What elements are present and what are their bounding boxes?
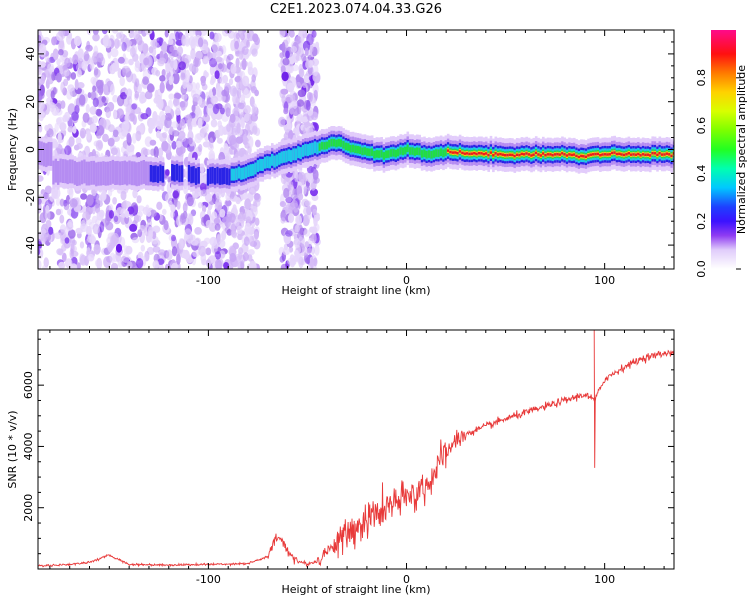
y-axis-label: Frequency (Hz) [6, 108, 19, 191]
spectrogram-panel: -100 0 100 -40 -20 0 20 40 Height of straight li… [6, 29, 675, 297]
y-tick-label: -20 [24, 188, 37, 206]
y-tick-label: 40 [24, 47, 37, 61]
y-tick-label: 6000 [22, 371, 35, 399]
x-axis-label: Height of straight line (km) [281, 284, 430, 297]
y-tick-label: 2000 [22, 494, 35, 522]
colorbar-label: Normalized spectral amplitude [735, 65, 748, 234]
snr-frame [37, 329, 675, 570]
x-tick-label: 100 [594, 274, 615, 287]
spectral-ridge [38, 126, 674, 194]
y-tick-label: 4000 [22, 432, 35, 460]
y-tick-label: 0 [24, 146, 37, 153]
snr-panel: -100 0 100 2000 4000 6000 Height of straight l… [6, 329, 675, 596]
snr-plot-area [38, 330, 674, 568]
spectrogram-plot-area [38, 30, 674, 269]
colorbar-tick-label: 0.2 [695, 212, 708, 230]
x-axis-label: Height of straight line (km) [281, 583, 430, 596]
colorbar: 0.0 0.2 0.4 0.6 0.8 Normalized spectral ampli… [695, 30, 748, 278]
x-tick-label: 0 [403, 274, 410, 287]
colorbar-tick-label: 0.0 [695, 260, 708, 278]
colorbar-tick-label: 0.8 [695, 69, 708, 87]
y-axis-label: SNR (10 * v/v) [6, 410, 19, 488]
figure-title: C2E1.2023.074.04.33.G26 [270, 2, 442, 17]
y-tick-label: 20 [24, 95, 37, 109]
x-tick-label: -100 [196, 573, 221, 586]
colorbar-tick-label: 0.4 [695, 165, 708, 183]
x-tick-label: 0 [403, 573, 410, 586]
y-tick-label: -40 [24, 236, 37, 254]
colorbar-gradient [711, 30, 736, 269]
colorbar-tick-label: 0.6 [695, 117, 708, 135]
snr-series-line [38, 330, 674, 568]
x-tick-label: -100 [196, 274, 221, 287]
x-tick-label: 100 [594, 573, 615, 586]
